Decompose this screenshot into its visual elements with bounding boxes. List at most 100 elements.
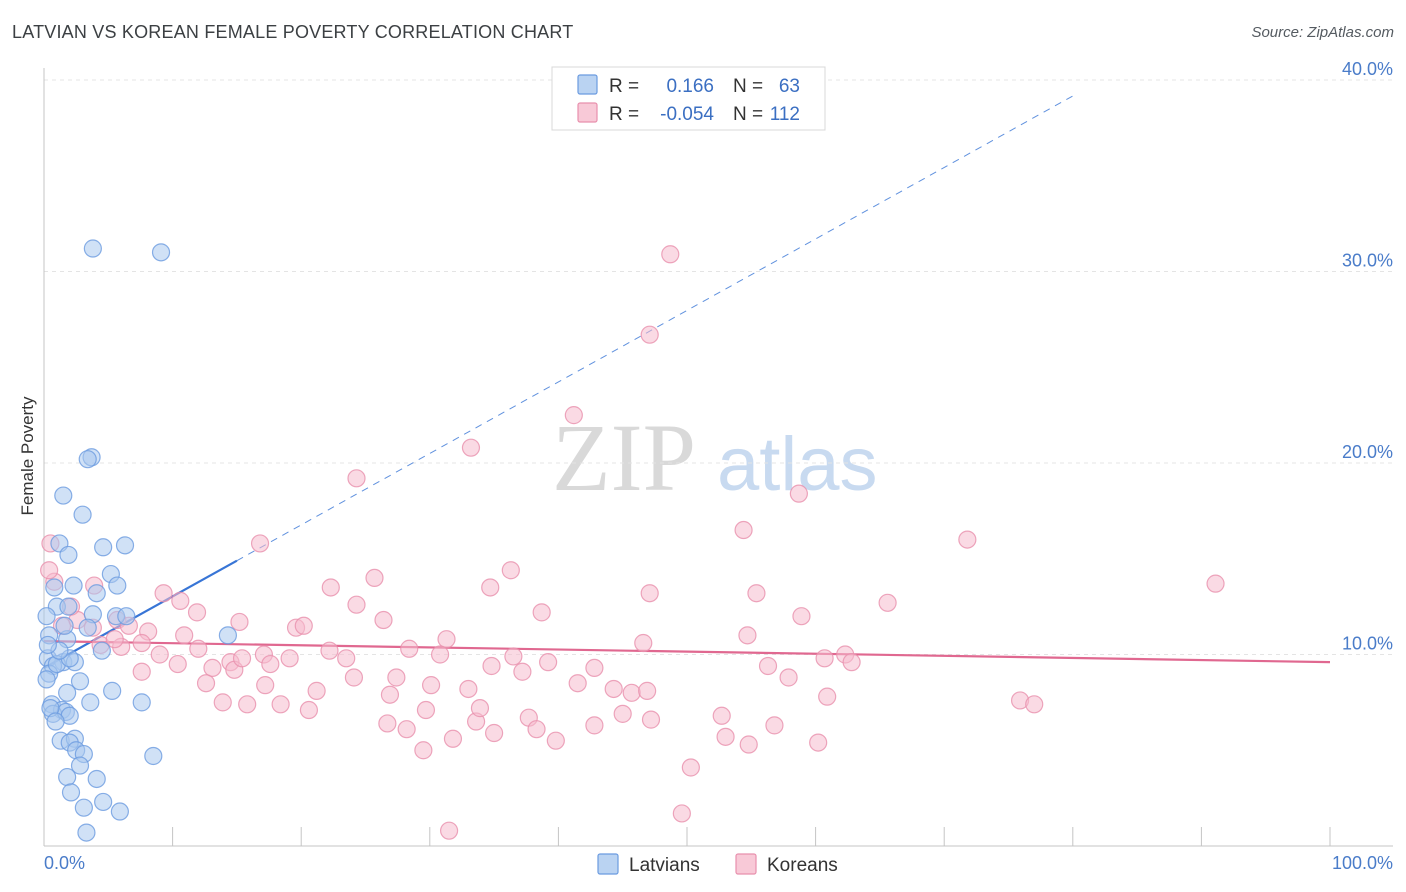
latvian-point bbox=[103, 681, 122, 700]
y-tick-label: 40.0% bbox=[1342, 59, 1393, 79]
korean-point bbox=[640, 325, 659, 344]
korean-point bbox=[187, 603, 207, 622]
korean-point bbox=[661, 245, 680, 264]
legend: R = 0.166 N = 63 R = -0.054 N = 112 bbox=[551, 66, 826, 131]
korean-point bbox=[641, 710, 661, 729]
korean-point bbox=[397, 720, 416, 739]
x-tick-label-min: 0.0% bbox=[44, 853, 85, 873]
series-legend-label-latvians: Latvians bbox=[629, 855, 700, 876]
y-tick-label: 10.0% bbox=[1342, 634, 1393, 654]
korean-point bbox=[416, 700, 436, 720]
legend-n-value-koreans: 112 bbox=[770, 104, 800, 125]
latvian-point bbox=[87, 584, 106, 603]
latvian-point bbox=[59, 597, 78, 616]
source-label: Source: ZipAtlas.com bbox=[1251, 24, 1394, 41]
korean-point bbox=[539, 653, 558, 672]
korean-point bbox=[716, 727, 735, 746]
korean-point bbox=[280, 649, 299, 668]
latvian-point bbox=[37, 670, 56, 689]
korean-point bbox=[400, 639, 419, 658]
korean-point bbox=[747, 584, 766, 603]
korean-point bbox=[347, 469, 366, 488]
korean-point bbox=[238, 695, 257, 714]
korean-point bbox=[501, 561, 520, 580]
korean-point bbox=[189, 639, 208, 658]
korean-point bbox=[168, 654, 187, 674]
korean-point bbox=[568, 674, 587, 693]
korean-point bbox=[546, 731, 565, 750]
korean-point bbox=[712, 706, 731, 725]
series-legend-swatch-latvians bbox=[597, 853, 619, 875]
korean-point bbox=[320, 641, 339, 660]
latvian-point bbox=[144, 746, 163, 766]
latvian-point bbox=[46, 712, 65, 731]
y-axis-label: Female Poverty bbox=[18, 396, 37, 516]
korean-point bbox=[132, 662, 151, 681]
y-tick-label: 20.0% bbox=[1342, 442, 1393, 462]
latvian-point bbox=[64, 576, 83, 595]
latvian-point bbox=[108, 576, 127, 595]
korean-point bbox=[818, 687, 837, 706]
korean-point bbox=[374, 610, 393, 630]
korean-point bbox=[459, 679, 478, 699]
korean-point bbox=[792, 607, 811, 626]
latvian-point bbox=[117, 607, 136, 626]
latvian-point bbox=[83, 239, 102, 258]
korean-point bbox=[347, 595, 366, 614]
latvian-point bbox=[70, 672, 90, 691]
korean-point bbox=[789, 484, 808, 503]
korean-point bbox=[622, 683, 641, 702]
korean-point bbox=[634, 633, 653, 653]
latvians-trend-line bbox=[43, 559, 238, 669]
axes bbox=[43, 68, 1393, 847]
latvian-point bbox=[55, 616, 74, 635]
korean-point bbox=[734, 520, 753, 540]
latvian-point bbox=[54, 486, 73, 505]
legend-r-value-koreans: -0.054 bbox=[660, 104, 714, 125]
grid bbox=[44, 79, 1393, 655]
korean-point bbox=[779, 668, 798, 687]
korean-point bbox=[470, 699, 490, 718]
korean-point bbox=[640, 584, 659, 603]
korean-point bbox=[365, 568, 384, 588]
korean-point bbox=[738, 626, 757, 645]
korean-point bbox=[532, 603, 551, 622]
korean-point bbox=[307, 681, 326, 700]
latvian-point bbox=[73, 505, 92, 524]
korean-point bbox=[337, 649, 356, 668]
korean-point bbox=[513, 662, 532, 681]
korean-point bbox=[387, 668, 406, 687]
korean-point bbox=[232, 649, 252, 668]
chart-title: LATVIAN VS KOREAN FEMALE POVERTY CORRELA… bbox=[12, 22, 574, 42]
korean-point bbox=[1206, 574, 1225, 593]
korean-point bbox=[171, 591, 190, 610]
korean-point bbox=[672, 804, 691, 823]
korean-point bbox=[150, 645, 169, 664]
latvian-point bbox=[110, 802, 129, 821]
korean-point bbox=[378, 714, 397, 733]
korean-point bbox=[758, 656, 778, 676]
korean-point bbox=[344, 668, 364, 687]
korean-point bbox=[203, 658, 222, 678]
latvian-point bbox=[45, 578, 64, 597]
korean-point bbox=[878, 593, 897, 612]
legend-swatch-koreans bbox=[577, 102, 598, 123]
latvian-point bbox=[115, 536, 135, 555]
korean-point bbox=[213, 693, 232, 712]
latvians-trend-extension bbox=[236, 95, 1074, 562]
korean-point bbox=[175, 626, 194, 645]
korean-point bbox=[437, 630, 456, 649]
korean-point bbox=[421, 676, 441, 695]
series-legend: Latvians Koreans bbox=[597, 853, 838, 876]
korean-point bbox=[527, 720, 546, 739]
korean-point bbox=[439, 821, 459, 840]
korean-point bbox=[958, 530, 977, 549]
legend-r-label-latvians: R = bbox=[609, 76, 639, 97]
latvian-point bbox=[87, 769, 106, 789]
latvian-point bbox=[132, 693, 151, 712]
korean-point bbox=[842, 653, 861, 672]
korean-point bbox=[809, 733, 828, 752]
korean-point bbox=[321, 578, 340, 597]
series-legend-swatch-koreans bbox=[735, 853, 757, 875]
